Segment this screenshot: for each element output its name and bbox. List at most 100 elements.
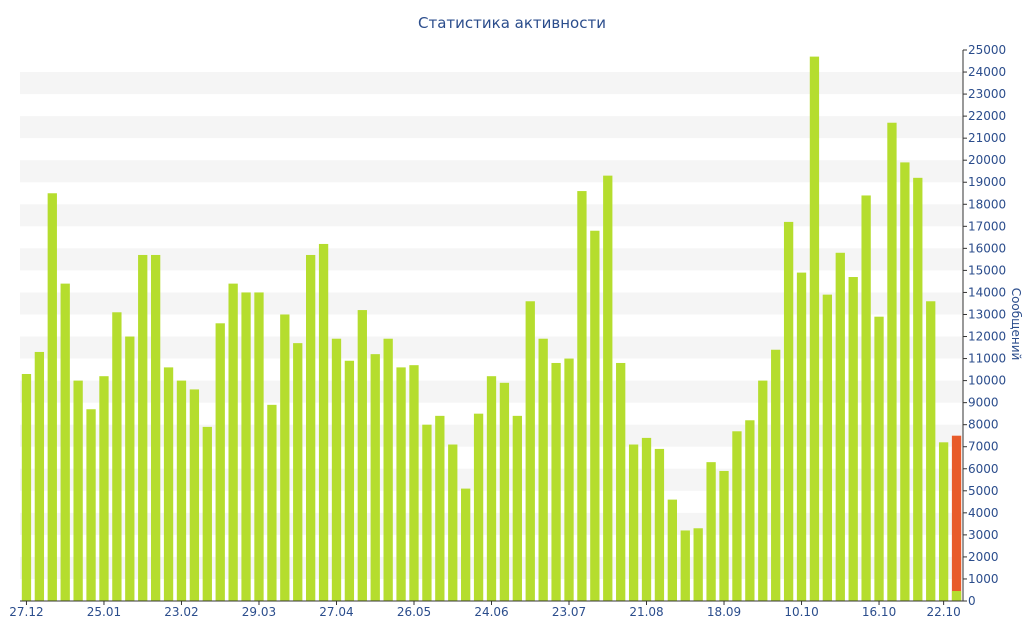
bar[interactable] <box>47 193 57 601</box>
bar[interactable] <box>783 221 794 601</box>
y-tick-label: 14000 <box>968 285 1006 299</box>
bar[interactable] <box>861 195 871 601</box>
bar[interactable] <box>499 382 510 601</box>
bar[interactable] <box>125 336 135 601</box>
y-axis-title: Сообщений <box>1009 288 1023 361</box>
bar[interactable] <box>306 254 316 601</box>
bar[interactable] <box>848 277 858 601</box>
bar[interactable] <box>564 358 574 601</box>
bar[interactable] <box>745 420 755 601</box>
bar[interactable] <box>603 175 613 601</box>
bar[interactable] <box>809 56 820 602</box>
bar[interactable] <box>719 470 729 601</box>
bar[interactable] <box>822 294 833 601</box>
bar[interactable] <box>409 365 419 601</box>
bar-current[interactable] <box>951 435 962 601</box>
bar[interactable] <box>448 444 458 601</box>
y-tick-label: 19000 <box>968 175 1006 189</box>
bar[interactable] <box>99 376 109 601</box>
x-tick-label: 18.09 <box>707 605 741 619</box>
bar[interactable] <box>112 312 122 601</box>
y-tick-label: 11000 <box>968 352 1006 366</box>
bar[interactable] <box>835 252 845 601</box>
bar[interactable] <box>771 349 781 601</box>
bar[interactable] <box>887 122 897 601</box>
x-tick-label: 21.08 <box>629 605 663 619</box>
bar[interactable] <box>796 272 807 601</box>
y-tick-label: 17000 <box>968 219 1006 233</box>
bar[interactable] <box>228 283 238 601</box>
y-tick-label: 4000 <box>968 506 999 520</box>
bar[interactable] <box>486 376 497 601</box>
bar[interactable] <box>370 354 380 601</box>
bar[interactable] <box>86 409 96 601</box>
bar[interactable] <box>396 367 406 601</box>
y-tick-label: 22000 <box>968 109 1006 123</box>
bar[interactable] <box>383 338 393 601</box>
bar[interactable] <box>706 462 716 601</box>
bar[interactable] <box>73 380 83 601</box>
bar[interactable] <box>34 351 45 601</box>
bar[interactable] <box>215 323 225 601</box>
bar[interactable] <box>667 499 677 601</box>
y-tick-label: 5000 <box>968 484 999 498</box>
y-tick-label: 6000 <box>968 462 999 476</box>
y-axis-ticks: 0 1000 2000 3000 4000 5000 6000 7000 8000 9000 100… <box>963 43 1006 608</box>
bar[interactable] <box>913 177 923 601</box>
bar[interactable] <box>538 338 548 601</box>
bar[interactable] <box>551 362 561 601</box>
bar[interactable] <box>926 301 936 601</box>
bar[interactable] <box>874 316 884 601</box>
bar[interactable] <box>577 191 587 601</box>
bar[interactable] <box>758 380 768 601</box>
grid-band <box>20 160 963 183</box>
bar[interactable] <box>422 424 432 601</box>
bar[interactable] <box>138 254 148 601</box>
bar[interactable] <box>254 292 264 601</box>
bar[interactable] <box>616 362 626 601</box>
bar[interactable] <box>280 314 290 601</box>
grid-band <box>20 292 963 315</box>
y-tick-label: 24000 <box>968 65 1006 79</box>
y-tick-label: 25000 <box>968 43 1006 57</box>
x-tick-label: 16.10 <box>862 605 896 619</box>
bar[interactable] <box>150 254 161 601</box>
bar[interactable] <box>473 413 484 601</box>
bar[interactable] <box>525 301 535 601</box>
x-tick-label: 22.10 <box>926 605 960 619</box>
bar[interactable] <box>163 367 174 601</box>
bar[interactable] <box>693 528 703 601</box>
bar[interactable] <box>512 415 522 601</box>
bar[interactable] <box>641 437 652 601</box>
bar[interactable] <box>293 343 303 601</box>
bar-current-base <box>951 591 962 601</box>
bar[interactable] <box>267 404 277 601</box>
bar[interactable] <box>938 442 949 601</box>
bar[interactable] <box>461 488 471 601</box>
bar[interactable] <box>202 426 212 601</box>
bar[interactable] <box>900 162 910 601</box>
bar[interactable] <box>435 415 445 601</box>
y-tick-label: 0 <box>968 594 976 608</box>
bar[interactable] <box>344 360 355 601</box>
grid-band <box>20 204 963 227</box>
bar[interactable] <box>176 380 187 601</box>
bar[interactable] <box>732 431 742 601</box>
bar[interactable] <box>357 310 367 601</box>
bar[interactable] <box>318 243 329 601</box>
bar[interactable] <box>331 338 342 601</box>
y-tick-label: 13000 <box>968 307 1006 321</box>
grid-band <box>20 116 963 139</box>
bar[interactable] <box>60 283 70 601</box>
bar[interactable] <box>654 448 665 601</box>
bar[interactable] <box>189 389 200 601</box>
x-tick-label: 23.02 <box>164 605 198 619</box>
y-tick-label: 21000 <box>968 131 1006 145</box>
bar[interactable] <box>628 444 639 601</box>
bar[interactable] <box>590 230 600 602</box>
bar[interactable] <box>680 530 690 601</box>
bar[interactable] <box>21 373 32 601</box>
bar[interactable] <box>241 292 251 601</box>
y-tick-label: 7000 <box>968 440 999 454</box>
grid-band <box>20 336 963 359</box>
